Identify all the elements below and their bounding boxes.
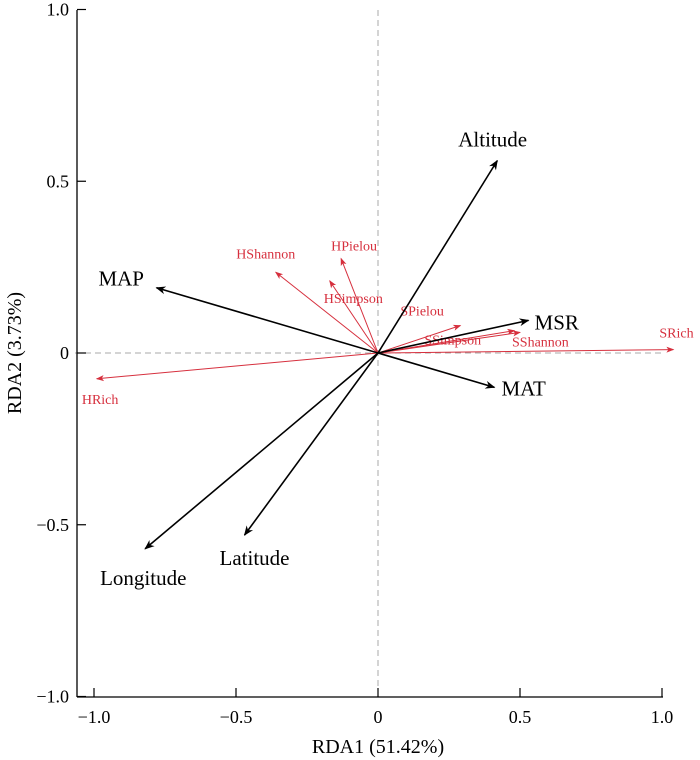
env-label-latitude: Latitude (220, 546, 290, 570)
env-label-altitude: Altitude (458, 128, 527, 152)
species-arrow-hrich (95, 352, 379, 382)
species-arrow-srich (377, 346, 675, 354)
axes: −1.0 −0.5 0 0.5 1.0 −1.0 −0.5 0 0.5 1.0 (36, 0, 673, 727)
env-label-msr: MSR (535, 310, 579, 334)
species-label-hrich: HRich (82, 393, 119, 408)
species-arrow-hshannon (274, 271, 379, 354)
env-label-map: MAP (98, 267, 144, 291)
x-tick-label: −0.5 (220, 707, 253, 727)
y-tick-label: 0.5 (47, 171, 70, 191)
species-label-sshannon: SShannon (512, 335, 569, 350)
species-label-hshannon: HShannon (236, 247, 295, 262)
x-tick-label: −1.0 (78, 707, 111, 727)
env-arrow-longitude (144, 352, 379, 550)
x-tick-label: 1.0 (651, 707, 674, 727)
species-label-hsimpson: HSimpson (324, 292, 383, 307)
y-tick-label: 0 (60, 343, 69, 363)
x-axis-title: RDA1 (51.42%) (312, 736, 444, 758)
species-arrow-sshannon (377, 330, 521, 354)
species-label-hpielou: HPielou (331, 240, 377, 255)
env-arrow-altitude (377, 159, 498, 354)
y-axis-title: RDA2 (3.73%) (4, 292, 26, 414)
x-tick-label: 0.5 (509, 707, 532, 727)
environment-vectors: Altitude MAP MSR MAT Longitude Latitude (98, 128, 578, 590)
y-tick-label: −1.0 (36, 687, 69, 707)
species-label-spielou: SPielou (400, 305, 444, 320)
env-arrow-latitude (243, 352, 379, 536)
y-tick-label: −0.5 (36, 515, 69, 535)
species-arrow-hpielou (340, 257, 379, 354)
species-vectors: HShannon HPielou HSimpson SPielou SSimpson SS… (82, 240, 694, 408)
species-arrow-hsimpson (329, 280, 379, 354)
y-tick-label: 1.0 (47, 0, 70, 20)
species-arrow-spielou (377, 324, 462, 354)
env-arrow-map (155, 286, 379, 354)
x-tick-label: 0 (374, 707, 383, 727)
species-label-ssimpson: SSimpson (424, 334, 481, 349)
env-label-mat: MAT (501, 376, 546, 400)
env-label-longitude: Longitude (100, 566, 186, 590)
species-label-srich: SRich (659, 327, 693, 342)
env-arrow-mat (377, 352, 496, 389)
env-arrow-msr (377, 318, 530, 354)
